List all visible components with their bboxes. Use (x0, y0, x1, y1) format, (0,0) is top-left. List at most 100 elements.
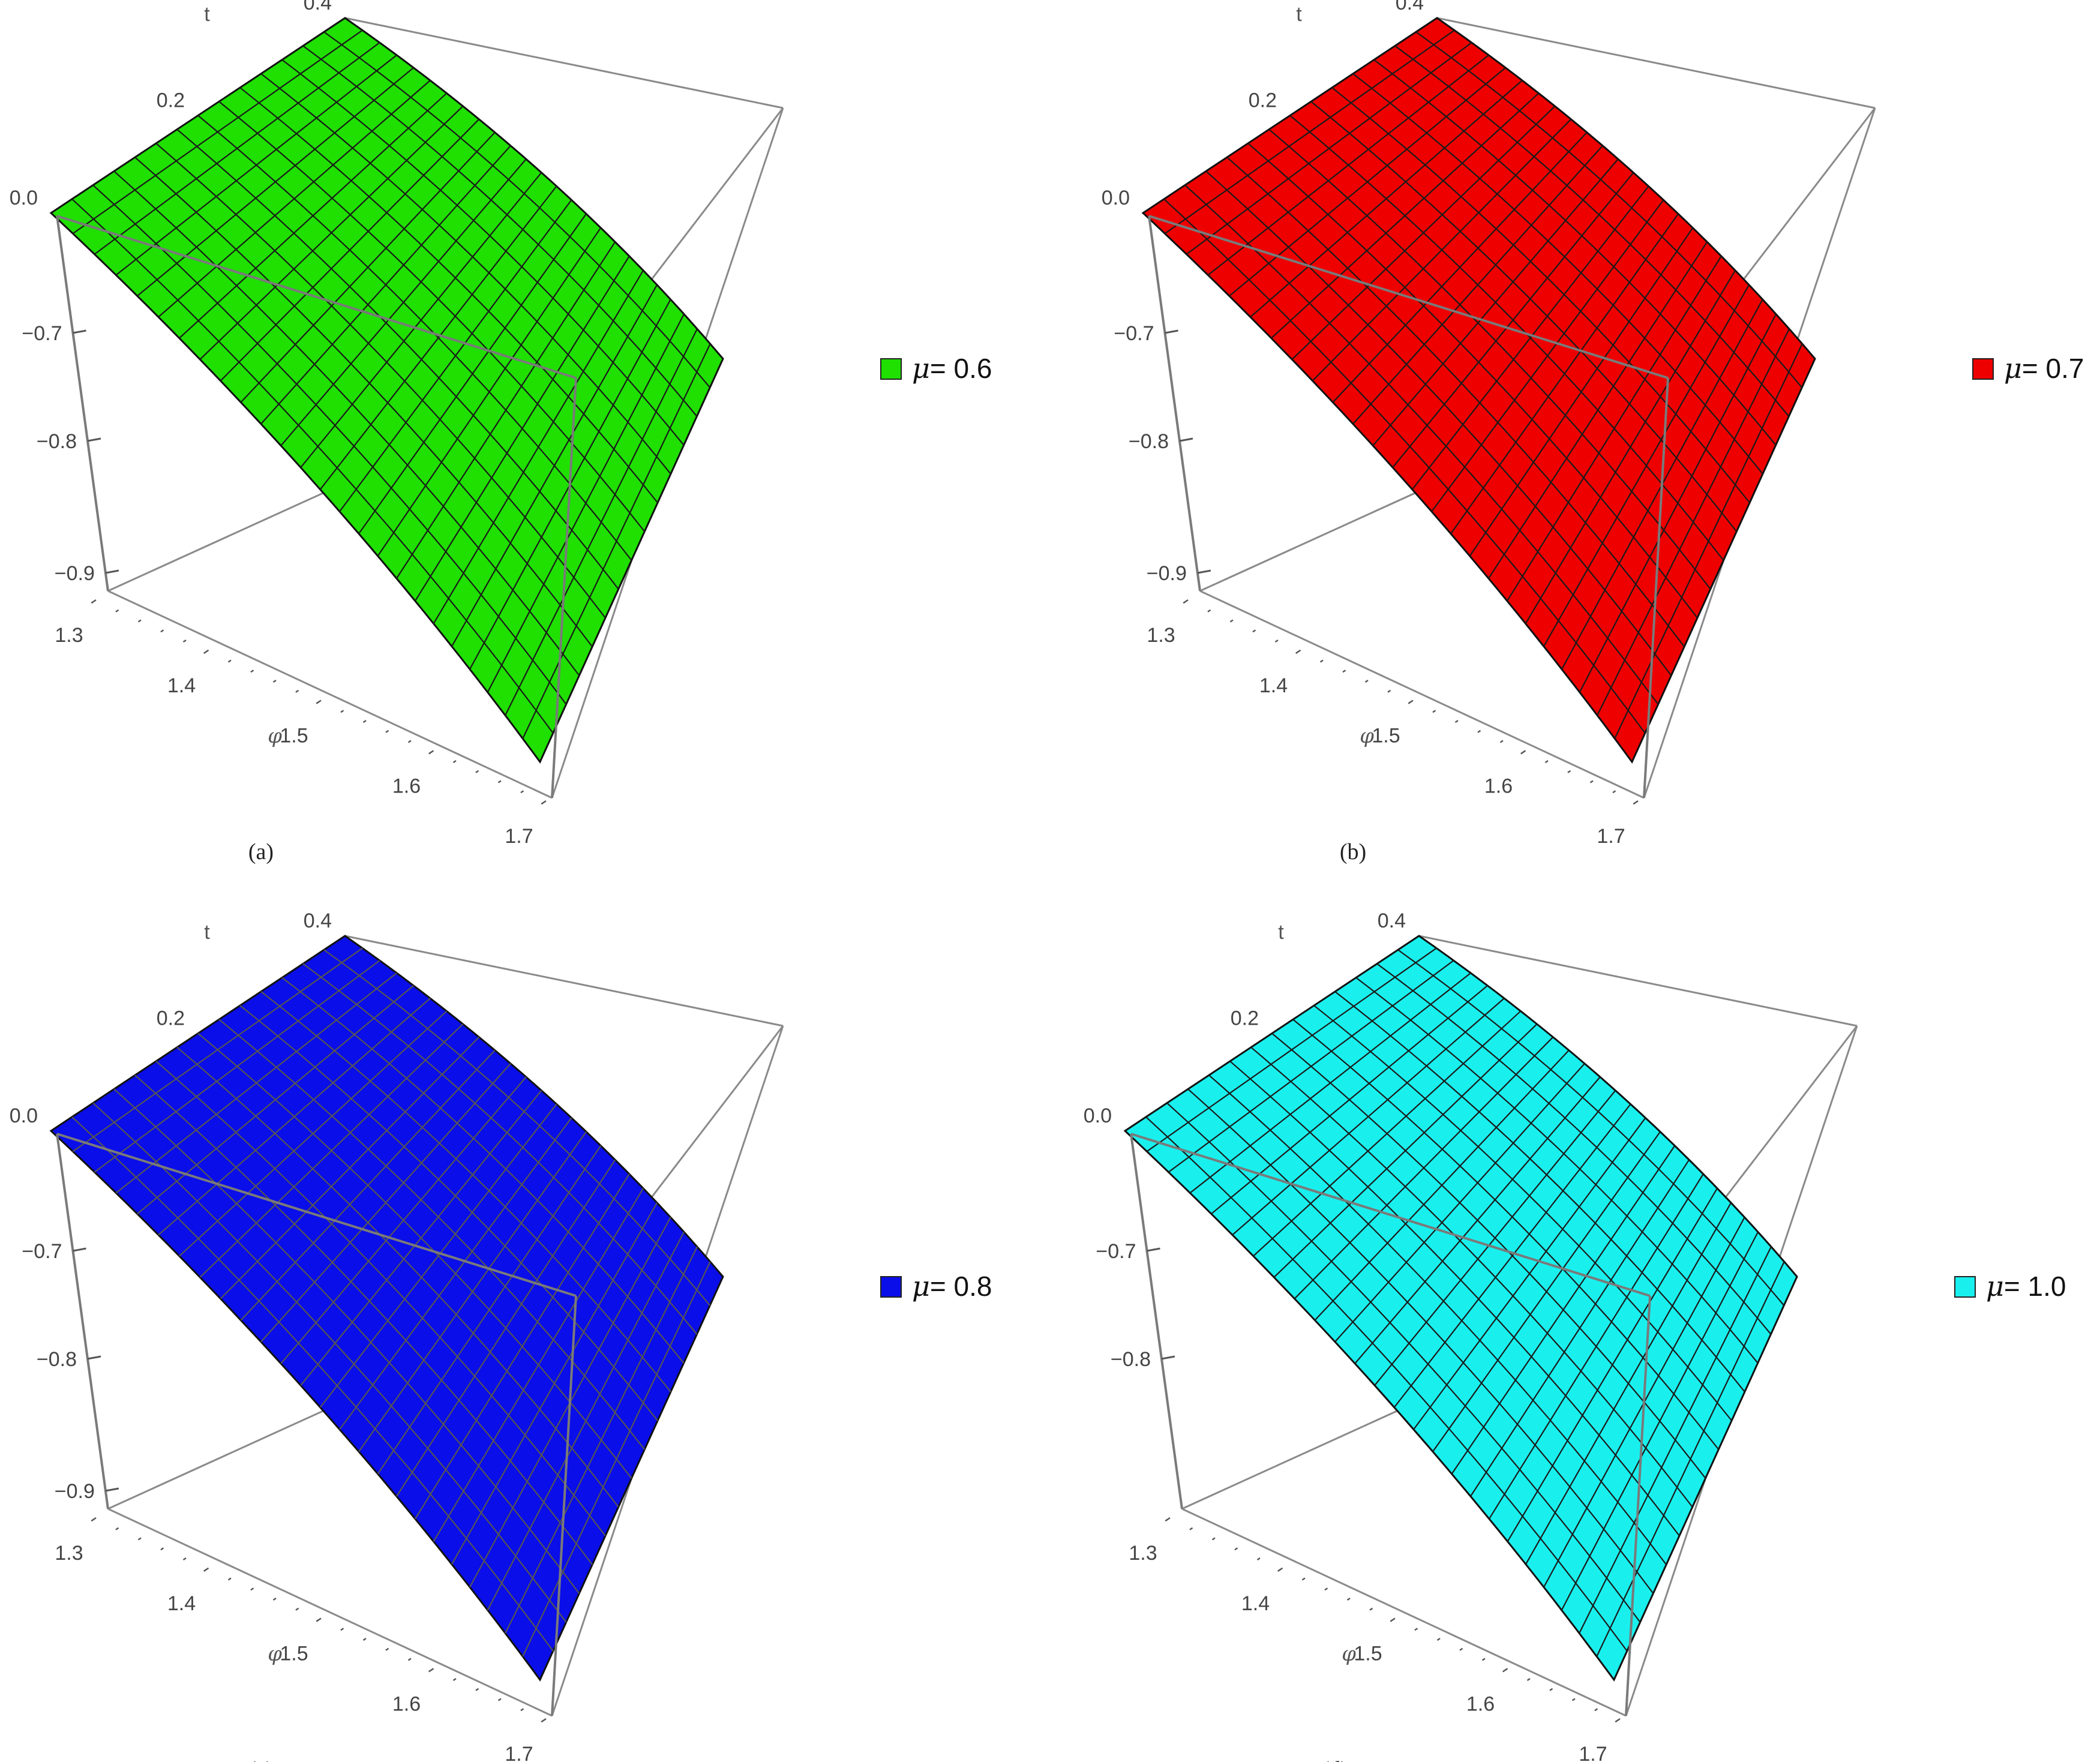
legend-value: = 0.8 (930, 1271, 992, 1302)
phi-tick-mark (497, 1698, 502, 1701)
phi-tick-mark (160, 1547, 164, 1551)
chart-panel-a: −0.7 −0.8 −0.9 0.0 0.2 0.4 t 1.3 1.4 1.5 1.6 1.7 φ μ=… (10, 0, 992, 865)
phi-tick-mark (1454, 719, 1459, 724)
surface (1141, 17, 1816, 764)
phi-tick-mark (1189, 1527, 1193, 1530)
t-tick-label: 0.2 (157, 1007, 185, 1030)
phi-tick-mark (1252, 629, 1256, 633)
mesh-line (134, 157, 593, 647)
phi-tick-mark (1459, 1647, 1463, 1651)
phi-tick-mark (1390, 1617, 1396, 1622)
box-edge (1148, 215, 1201, 592)
mesh-line (1184, 184, 1659, 705)
phi-tick-mark (1499, 740, 1504, 743)
legend-value: = 0.6 (930, 353, 992, 384)
surface-mesh (1163, 29, 1803, 739)
z-tick-mark (1179, 437, 1193, 442)
mesh-line (1352, 73, 1763, 475)
mesh-line (1376, 963, 1772, 1335)
phi-tick-label: 1.5 (280, 725, 308, 748)
t-tick-label: 0.0 (10, 187, 38, 209)
mesh-line (218, 101, 646, 532)
mesh-line (1187, 1088, 1654, 1594)
phi-tick-mark (1274, 639, 1279, 643)
surface (49, 17, 724, 764)
t-axis-label: t (1296, 3, 1302, 26)
z-axis: −0.7 −0.8 −0.9 (22, 1240, 119, 1503)
phi-tick-label: 1.3 (55, 1542, 83, 1565)
legend: μ= 0.7 (1972, 352, 2084, 385)
z-tick-mark (73, 329, 86, 334)
t-tick-label: 0.4 (304, 0, 332, 14)
chart-panel-d: −0.7 −0.8 0.0 0.2 0.4 t 1.3 1.4 1.5 1.6 1.7 φ μ= 1.0… (1084, 909, 2066, 1762)
t-tick-label: 0.4 (304, 909, 332, 932)
box-edge (1643, 377, 1669, 799)
phi-tick-label: 1.4 (167, 1592, 196, 1615)
phi-tick-mark (295, 1607, 299, 1611)
mesh-line (1313, 1005, 1732, 1421)
phi-tick-label: 1.3 (1147, 624, 1175, 647)
z-tick-label: −0.8 (37, 430, 77, 453)
plot-box-front (56, 215, 577, 799)
box-edge (1199, 590, 1645, 799)
panel-caption: (d) (1322, 1757, 1348, 1762)
mesh-line (1415, 31, 1803, 388)
mesh-line (323, 31, 711, 388)
phi-tick-label: 1.7 (505, 1743, 533, 1762)
mesh-line (281, 59, 685, 446)
t-tick-label: 0.0 (10, 1104, 38, 1127)
mesh-line (113, 170, 580, 676)
phi-tick-mark (272, 679, 277, 683)
phi-tick-mark (1481, 1658, 1486, 1661)
phi-tick-mark (1408, 700, 1414, 704)
surface-mesh (71, 947, 711, 1657)
phi-tick-mark (160, 629, 164, 633)
phi-tick-label: 1.3 (1129, 1542, 1157, 1565)
legend-symbol: μ (2004, 352, 2022, 385)
box-edge (1418, 935, 1858, 1027)
t-tick-label: 0.4 (1378, 909, 1406, 932)
phi-tick-mark (1594, 1708, 1598, 1712)
surface-mesh (1145, 947, 1785, 1657)
mesh-line (281, 977, 685, 1364)
phi-tick-mark (1612, 790, 1616, 794)
z-tick-mark (1147, 1247, 1160, 1252)
mesh-line (1289, 115, 1724, 561)
mesh-line (176, 1046, 619, 1508)
mesh-line (134, 1074, 593, 1565)
phi-tick-mark (1207, 609, 1211, 613)
phi-tick-mark (1387, 689, 1391, 693)
box-edge (107, 1508, 553, 1717)
phi-tick-label: 1.7 (1597, 825, 1625, 848)
phi-tick-mark (316, 1617, 322, 1622)
phi-tick-mark (452, 1677, 457, 1682)
z-tick-label: −0.9 (1147, 562, 1187, 585)
phi-tick-mark (520, 1708, 524, 1712)
legend-symbol: μ (912, 352, 930, 385)
phi-tick-mark (250, 1587, 254, 1591)
phi-tick-mark (1234, 1547, 1238, 1551)
z-tick-label: −0.9 (55, 562, 95, 585)
phi-tick-mark (1277, 1567, 1283, 1572)
legend-label: μ= 0.8 (912, 1270, 992, 1302)
mesh-line (218, 1019, 646, 1450)
phi-tick-label: 1.5 (1372, 725, 1400, 748)
phi-tick-mark (362, 1637, 367, 1641)
mesh-line (197, 1032, 632, 1479)
phi-tick-label: 1.5 (1354, 1643, 1382, 1665)
phi-tick-mark (1369, 1607, 1373, 1611)
surface-mesh (71, 29, 711, 739)
t-axis-label: t (1278, 921, 1284, 944)
phi-tick-mark (1502, 1668, 1508, 1673)
phi-tick-mark (1364, 679, 1369, 683)
phi-tick-mark (1477, 730, 1481, 733)
mesh-line (1208, 1074, 1667, 1565)
z-tick-label: −0.7 (22, 1240, 62, 1263)
z-tick-mark (87, 437, 101, 442)
surface (1123, 935, 1798, 1682)
phi-tick-label: 1.3 (55, 624, 83, 647)
phi-tick-mark (250, 670, 254, 673)
phi-tick-mark (137, 1537, 142, 1541)
legend-swatch (1972, 358, 1994, 380)
